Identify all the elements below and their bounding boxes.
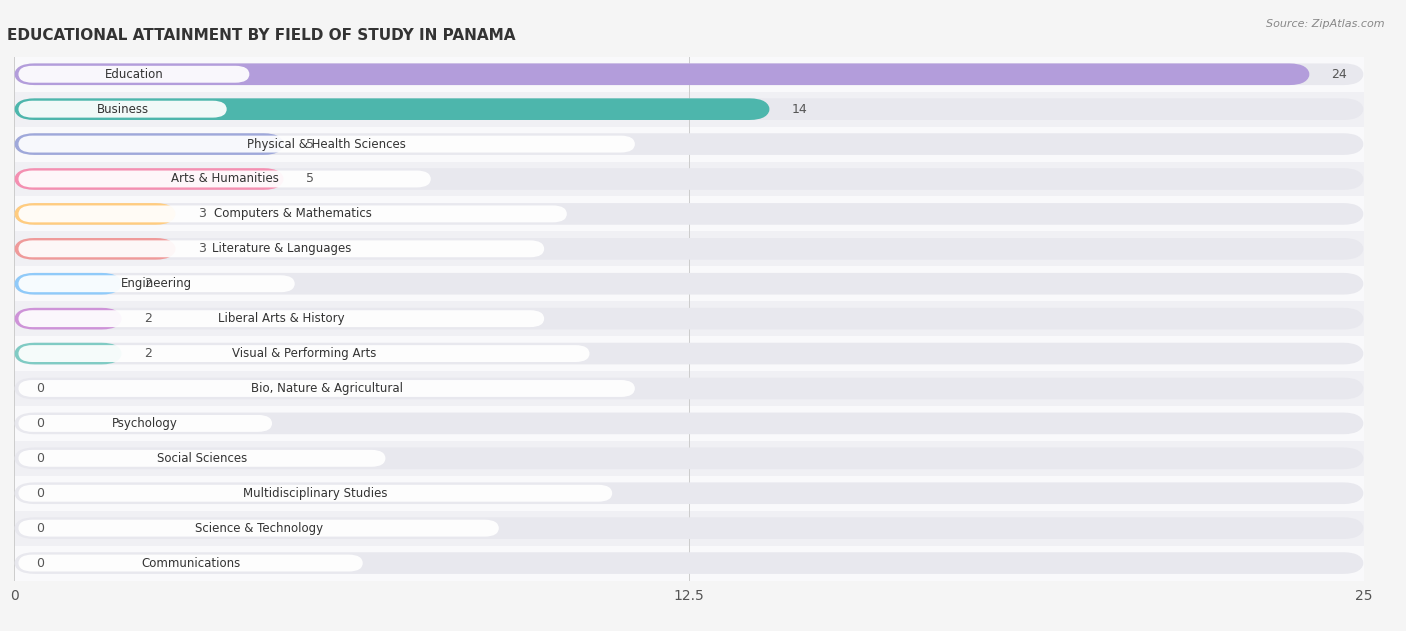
FancyBboxPatch shape	[18, 520, 499, 536]
Text: Communications: Communications	[141, 557, 240, 570]
FancyBboxPatch shape	[18, 101, 226, 117]
FancyBboxPatch shape	[14, 517, 1364, 539]
Bar	[14, 232, 1364, 266]
Bar	[14, 266, 1364, 301]
Text: EDUCATIONAL ATTAINMENT BY FIELD OF STUDY IN PANAMA: EDUCATIONAL ATTAINMENT BY FIELD OF STUDY…	[7, 28, 516, 43]
FancyBboxPatch shape	[14, 203, 176, 225]
Text: 2: 2	[143, 347, 152, 360]
Bar	[14, 91, 1364, 127]
FancyBboxPatch shape	[14, 238, 1364, 259]
Text: 0: 0	[35, 557, 44, 570]
Text: Multidisciplinary Studies: Multidisciplinary Studies	[243, 487, 388, 500]
Text: 24: 24	[1331, 68, 1347, 81]
FancyBboxPatch shape	[14, 273, 1364, 295]
Text: Science & Technology: Science & Technology	[194, 522, 323, 534]
FancyBboxPatch shape	[14, 308, 122, 329]
Text: 0: 0	[35, 382, 44, 395]
Bar	[14, 336, 1364, 371]
Text: 3: 3	[198, 208, 205, 220]
FancyBboxPatch shape	[14, 133, 284, 155]
FancyBboxPatch shape	[18, 380, 636, 397]
Text: Visual & Performing Arts: Visual & Performing Arts	[232, 347, 377, 360]
Text: 14: 14	[792, 103, 807, 115]
FancyBboxPatch shape	[14, 238, 176, 259]
Bar	[14, 441, 1364, 476]
FancyBboxPatch shape	[18, 275, 295, 292]
FancyBboxPatch shape	[14, 98, 770, 120]
FancyBboxPatch shape	[18, 136, 636, 153]
Text: Arts & Humanities: Arts & Humanities	[170, 172, 278, 186]
Text: Literature & Languages: Literature & Languages	[212, 242, 352, 256]
Bar	[14, 196, 1364, 232]
FancyBboxPatch shape	[14, 447, 1364, 469]
FancyBboxPatch shape	[18, 345, 589, 362]
Text: 5: 5	[305, 172, 314, 186]
FancyBboxPatch shape	[18, 415, 273, 432]
Text: 0: 0	[35, 417, 44, 430]
Bar	[14, 301, 1364, 336]
Text: 2: 2	[143, 277, 152, 290]
FancyBboxPatch shape	[14, 273, 122, 295]
FancyBboxPatch shape	[14, 483, 1364, 504]
Text: 0: 0	[35, 522, 44, 534]
Bar	[14, 476, 1364, 510]
FancyBboxPatch shape	[14, 203, 1364, 225]
FancyBboxPatch shape	[14, 378, 1364, 399]
Text: 5: 5	[305, 138, 314, 151]
FancyBboxPatch shape	[14, 133, 1364, 155]
FancyBboxPatch shape	[14, 343, 122, 364]
FancyBboxPatch shape	[18, 206, 567, 222]
Text: Social Sciences: Social Sciences	[157, 452, 247, 465]
FancyBboxPatch shape	[14, 552, 1364, 574]
FancyBboxPatch shape	[18, 310, 544, 327]
Bar	[14, 162, 1364, 196]
FancyBboxPatch shape	[14, 413, 1364, 434]
Bar	[14, 406, 1364, 441]
FancyBboxPatch shape	[18, 170, 430, 187]
Bar	[14, 57, 1364, 91]
Text: Business: Business	[97, 103, 149, 115]
FancyBboxPatch shape	[14, 308, 1364, 329]
FancyBboxPatch shape	[18, 485, 612, 502]
Text: Engineering: Engineering	[121, 277, 193, 290]
Bar	[14, 127, 1364, 162]
Text: Education: Education	[104, 68, 163, 81]
Text: Psychology: Psychology	[112, 417, 179, 430]
Bar	[14, 510, 1364, 546]
Text: 0: 0	[35, 452, 44, 465]
Text: Liberal Arts & History: Liberal Arts & History	[218, 312, 344, 325]
FancyBboxPatch shape	[18, 555, 363, 572]
FancyBboxPatch shape	[14, 168, 1364, 190]
FancyBboxPatch shape	[18, 240, 544, 257]
Bar	[14, 371, 1364, 406]
Text: Source: ZipAtlas.com: Source: ZipAtlas.com	[1267, 19, 1385, 29]
FancyBboxPatch shape	[14, 98, 1364, 120]
FancyBboxPatch shape	[14, 64, 1364, 85]
Text: Bio, Nature & Agricultural: Bio, Nature & Agricultural	[250, 382, 402, 395]
FancyBboxPatch shape	[18, 66, 249, 83]
FancyBboxPatch shape	[18, 450, 385, 467]
FancyBboxPatch shape	[14, 343, 1364, 364]
Text: Physical & Health Sciences: Physical & Health Sciences	[247, 138, 406, 151]
Text: Computers & Mathematics: Computers & Mathematics	[214, 208, 371, 220]
Text: 0: 0	[35, 487, 44, 500]
Text: 3: 3	[198, 242, 205, 256]
FancyBboxPatch shape	[14, 168, 284, 190]
FancyBboxPatch shape	[14, 64, 1310, 85]
Text: 2: 2	[143, 312, 152, 325]
Bar	[14, 546, 1364, 581]
